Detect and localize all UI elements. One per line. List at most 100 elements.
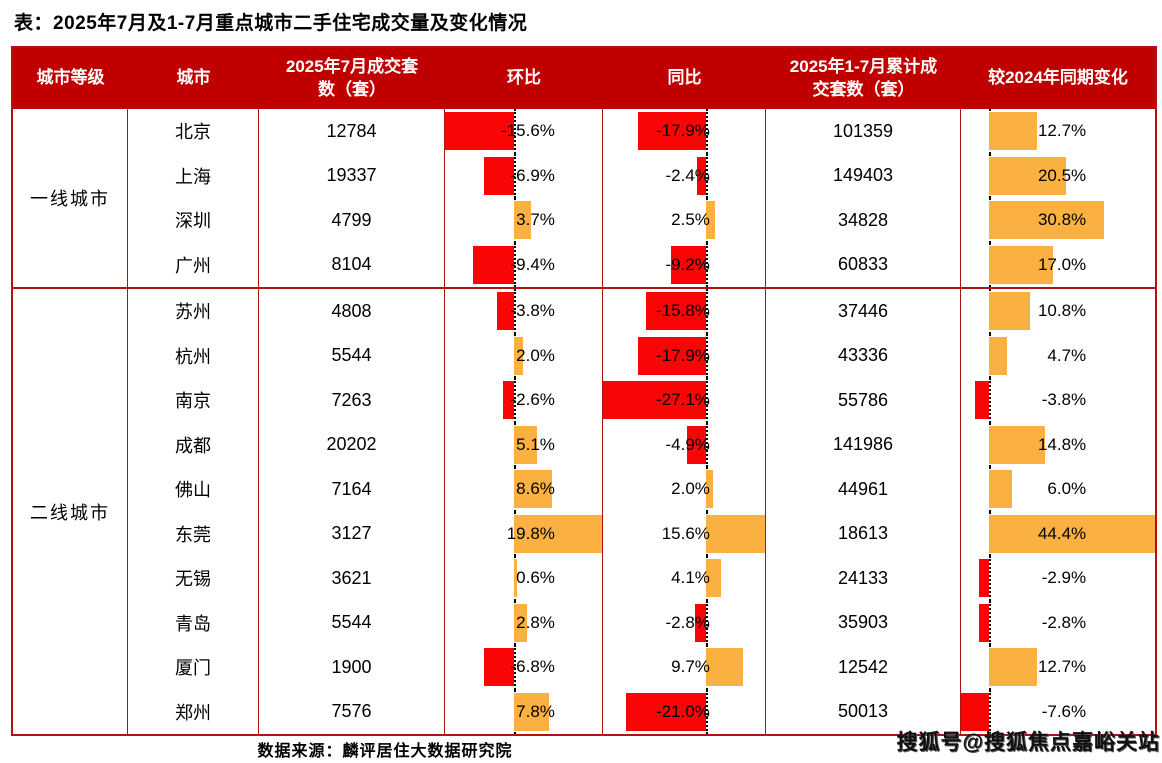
july-units-cell: 4799 (259, 198, 445, 243)
july-units-cell: 20202 (259, 422, 445, 467)
yoy-value-label: 2.5% (671, 210, 710, 229)
zero-axis-line (989, 600, 992, 645)
yoy-bar (670, 245, 706, 284)
vs2024-value-label: 30.8% (1037, 210, 1087, 229)
yoy-value-label: 2.0% (671, 479, 710, 498)
cum-units-cell: 24133 (766, 556, 961, 601)
tier-label-cell: 二线城市 (13, 289, 128, 734)
yoy-bar (705, 201, 716, 239)
vs2024-bar-cell: 20.5% (961, 153, 1155, 198)
header-mom: 环比 (507, 68, 541, 88)
yoy-value-label: -17.9% (656, 345, 710, 365)
mom-bar-cell: -6.8% (445, 645, 603, 690)
vs2024-value-label: 6.0% (1047, 479, 1087, 498)
yoy-bar (695, 603, 706, 642)
mom-value-label: 2.8% (516, 612, 555, 632)
mom-value-label: -15.6% (501, 121, 555, 140)
yoy-bar-cell: -9.2% (603, 242, 766, 287)
header-july-units: 2025年7月成交套 数（套） (285, 57, 419, 99)
mom-value-label: -6.8% (510, 657, 555, 676)
zero-axis-line (705, 422, 708, 467)
mom-bar-cell: 7.8% (445, 689, 603, 734)
yoy-bar-cell: 15.6% (603, 511, 766, 556)
mom-bar-cell: -9.4% (445, 242, 603, 287)
yoy-value-label: -21.0% (656, 701, 710, 721)
header-city-tier: 城市等级 (36, 68, 105, 88)
header-cum-units: 2025年1-7月累计成 交套数（套） (789, 57, 938, 99)
yoy-value-label: -9.2% (665, 254, 710, 274)
july-units-cell: 1900 (259, 645, 445, 690)
july-units-cell: 4808 (259, 289, 445, 334)
header-vs2024: 较2024年同期变化 (988, 68, 1128, 88)
mom-bar-cell: 19.8% (445, 511, 603, 556)
cum-units-cell: 34828 (766, 198, 961, 243)
vs2024-value-label: 20.5% (1037, 165, 1087, 185)
zero-axis-line (514, 378, 517, 423)
mom-bar-cell: 2.0% (445, 333, 603, 378)
yoy-bar-cell: -2.4% (603, 153, 766, 198)
july-units-cell: 5544 (259, 600, 445, 645)
vs2024-bar-cell: -7.6% (961, 689, 1155, 734)
vs2024-bar (989, 156, 1066, 195)
vs2024-bar (989, 292, 1030, 330)
city-cell: 苏州 (128, 289, 259, 334)
july-units-cell: 19337 (259, 153, 445, 198)
cum-units-cell: 55786 (766, 378, 961, 423)
vs2024-value-label: 10.8% (1037, 301, 1087, 320)
vs2024-bar (961, 692, 990, 731)
mom-bar-cell: -6.9% (445, 153, 603, 198)
vs2024-bar (989, 112, 1037, 150)
mom-bar (502, 381, 515, 419)
july-units-cell: 5544 (259, 333, 445, 378)
mom-bar-cell: -2.6% (445, 378, 603, 423)
city-cell: 杭州 (128, 333, 259, 378)
vs2024-bar (989, 245, 1053, 284)
yoy-value-label: 15.6% (661, 523, 710, 543)
mom-value-label: 8.6% (516, 479, 555, 498)
mom-bar (514, 470, 553, 508)
cum-units-cell: 50013 (766, 689, 961, 734)
mom-value-label: 19.8% (506, 523, 555, 543)
yoy-bar-cell: -2.8% (603, 600, 766, 645)
mom-bar-cell: 8.6% (445, 467, 603, 512)
july-units-cell: 7263 (259, 378, 445, 423)
zero-axis-line (989, 689, 992, 734)
mom-bar-cell: 0.6% (445, 556, 603, 601)
yoy-bar-cell: 4.1% (603, 556, 766, 601)
vs2024-value-label: 12.7% (1037, 121, 1087, 140)
mom-bar (514, 603, 527, 642)
source-note: 数据来源：麟评居住大数据研究院 (257, 743, 513, 760)
vs2024-bar (989, 514, 1155, 553)
city-cell: 北京 (128, 109, 259, 154)
vs2024-bar-cell: -3.8% (961, 378, 1155, 423)
mom-bar (483, 156, 515, 195)
zero-axis-line (989, 556, 992, 601)
zero-axis-line (514, 109, 517, 154)
vs2024-value-label: 44.4% (1037, 523, 1087, 543)
yoy-bar-cell: -27.1% (603, 378, 766, 423)
cum-units-cell: 18613 (766, 511, 961, 556)
city-cell: 郑州 (128, 689, 259, 734)
vs2024-value-label: 12.7% (1037, 657, 1087, 676)
vs2024-value-label: 4.7% (1047, 345, 1087, 365)
yoy-bar (637, 336, 706, 375)
city-cell: 广州 (128, 242, 259, 287)
mom-bar (514, 692, 549, 731)
yoy-bar (603, 381, 706, 419)
zero-axis-line (989, 378, 992, 423)
mom-bar-cell: 5.1% (445, 422, 603, 467)
yoy-bar-cell: -21.0% (603, 689, 766, 734)
mom-bar-cell: -15.6% (445, 109, 603, 154)
vs2024-bar (975, 381, 990, 419)
mom-bar (514, 514, 602, 553)
mom-bar (514, 336, 524, 375)
mom-value-label: -3.8% (510, 301, 555, 320)
vs2024-value-label: -2.9% (1041, 568, 1087, 587)
vs2024-bar (978, 559, 990, 597)
mom-bar (497, 292, 515, 330)
yoy-value-label: -2.4% (665, 165, 710, 185)
vs2024-bar-cell: 12.7% (961, 109, 1155, 154)
cum-units-cell: 149403 (766, 153, 961, 198)
cum-units-cell: 44961 (766, 467, 961, 512)
zero-axis-line (705, 289, 708, 334)
